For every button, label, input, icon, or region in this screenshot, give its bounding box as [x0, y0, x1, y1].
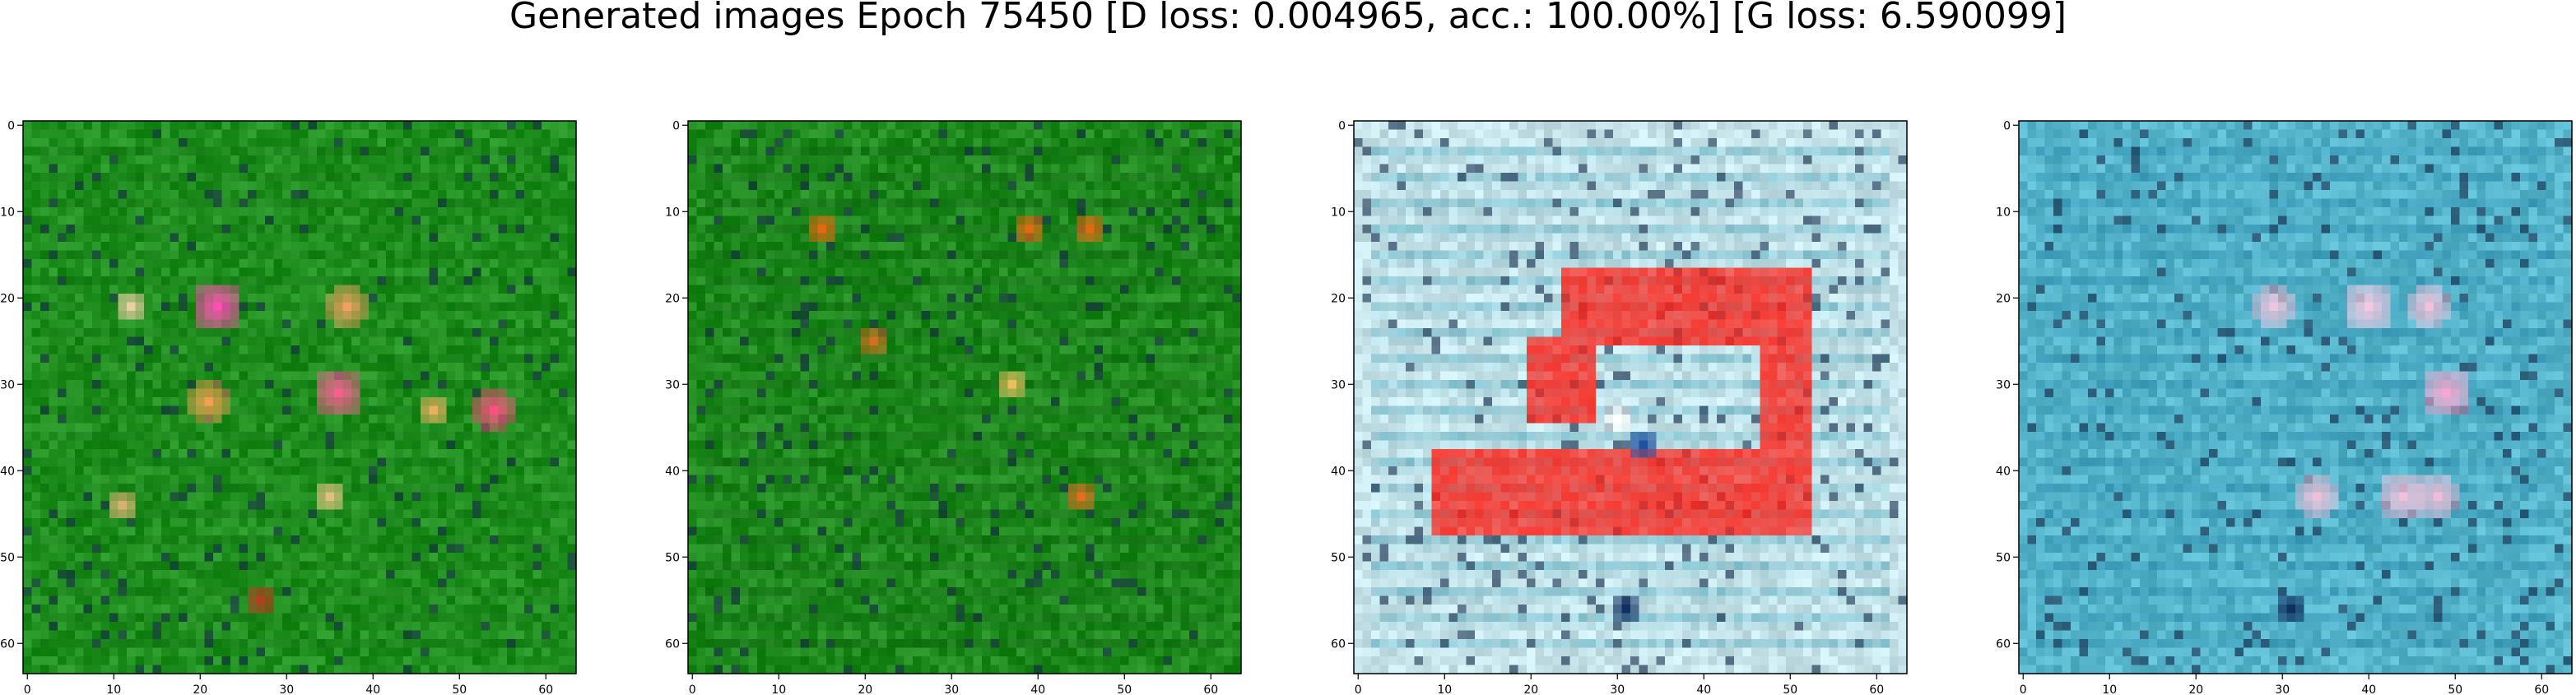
y-tick-label: 10 [0, 206, 15, 219]
y-tick-label: 40 [665, 465, 680, 478]
y-tick-label: 10 [1331, 206, 1346, 219]
subplot-3: 0 10 20 30 40 50 60 0 10 20 30 40 50 60 [1331, 119, 1907, 695]
generated-image [1354, 121, 1908, 674]
x-tick-label: 60 [1203, 683, 1218, 695]
y-tick-label: 40 [1996, 465, 2011, 478]
y-tick-label: 0 [1338, 119, 1346, 132]
x-tick-label: 20 [193, 683, 207, 695]
y-tick-label: 20 [1331, 292, 1346, 305]
x-tick-label: 10 [2102, 683, 2117, 695]
x-tick-label: 40 [1696, 683, 1711, 695]
y-tick-label: 20 [0, 292, 15, 305]
x-tick-label: 50 [2448, 683, 2462, 695]
y-tick-label: 60 [665, 637, 680, 651]
x-tick-label: 40 [2361, 683, 2376, 695]
x-tick-label: 30 [2275, 683, 2290, 695]
subplot-1: 0 10 20 30 40 50 60 0 10 20 30 40 50 60 [0, 119, 576, 695]
y-tick-label: 50 [0, 551, 15, 564]
x-tick-label: 40 [1030, 683, 1045, 695]
y-tick-label: 0 [672, 119, 680, 132]
x-tick-label: 60 [538, 683, 553, 695]
y-tick-label: 20 [665, 292, 680, 305]
y-tick-label: 0 [2003, 119, 2011, 132]
x-tick-label: 10 [771, 683, 786, 695]
x-tick-label: 20 [2188, 683, 2203, 695]
y-tick-label: 30 [0, 378, 15, 392]
y-tick-label: 10 [1996, 206, 2011, 219]
x-tick-label: 10 [1437, 683, 1452, 695]
y-tick-label: 30 [1996, 378, 2011, 392]
x-tick-label: 0 [689, 683, 696, 695]
y-tick-label: 30 [665, 378, 680, 392]
subplot-2: 0 10 20 30 40 50 60 0 10 20 30 40 50 60 [665, 119, 1241, 695]
y-tick-label: 20 [1996, 292, 2011, 305]
x-tick-label: 30 [944, 683, 959, 695]
x-tick-label: 30 [1610, 683, 1625, 695]
x-tick-label: 0 [1355, 683, 1362, 695]
x-tick-label: 50 [1117, 683, 1132, 695]
generated-image [2019, 121, 2573, 674]
x-tick-label: 0 [24, 683, 31, 695]
x-tick-label: 60 [1869, 683, 1884, 695]
subplot-4: 0 10 20 30 40 50 60 0 10 20 30 40 50 60 [1996, 119, 2572, 695]
generated-image [23, 121, 577, 674]
y-tick-label: 50 [1331, 551, 1346, 564]
x-tick-label: 50 [452, 683, 467, 695]
x-tick-label: 60 [2534, 683, 2549, 695]
x-tick-label: 0 [2020, 683, 2027, 695]
y-tick-label: 30 [1331, 378, 1346, 392]
y-tick-label: 60 [1996, 637, 2011, 651]
y-tick-label: 0 [7, 119, 15, 132]
x-tick-label: 20 [1523, 683, 1538, 695]
y-tick-label: 40 [1331, 465, 1346, 478]
y-tick-label: 10 [665, 206, 680, 219]
x-tick-label: 10 [106, 683, 121, 695]
generated-image [688, 121, 1242, 674]
x-tick-label: 30 [279, 683, 294, 695]
y-tick-label: 50 [1996, 551, 2011, 564]
x-tick-label: 50 [1783, 683, 1797, 695]
y-tick-label: 50 [665, 551, 680, 564]
x-tick-label: 40 [365, 683, 380, 695]
y-tick-label: 40 [0, 465, 15, 478]
y-tick-label: 60 [0, 637, 15, 651]
y-tick-label: 60 [1331, 637, 1346, 651]
x-tick-label: 20 [858, 683, 872, 695]
